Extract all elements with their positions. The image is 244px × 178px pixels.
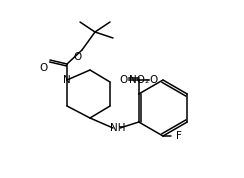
Text: NO₂: NO₂ <box>129 75 149 85</box>
Text: O: O <box>73 52 81 62</box>
Text: N: N <box>63 75 71 85</box>
Text: F: F <box>176 131 182 141</box>
Text: NH: NH <box>110 123 126 133</box>
Text: O: O <box>150 75 158 85</box>
Text: O: O <box>40 63 48 73</box>
Text: O: O <box>120 75 128 85</box>
